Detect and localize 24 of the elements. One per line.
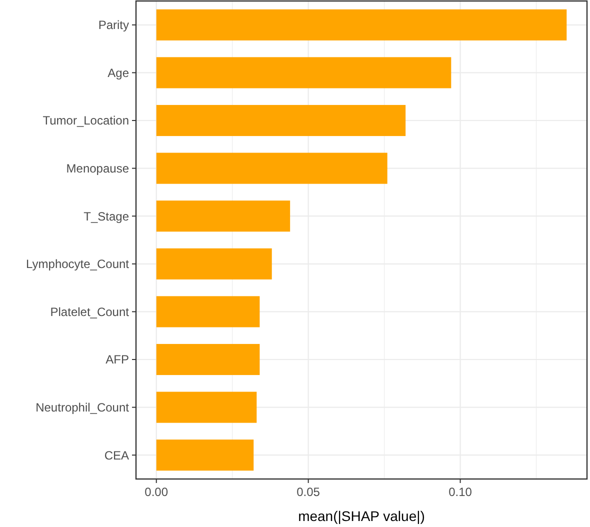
y-tick-label: T_Stage bbox=[84, 209, 130, 224]
y-tick-label: Platelet_Count bbox=[50, 304, 130, 319]
x-tick-label: 0.00 bbox=[144, 485, 168, 499]
x-tick-label: 0.05 bbox=[296, 485, 320, 499]
x-tick-label: 0.10 bbox=[448, 485, 472, 499]
y-tick-label: CEA bbox=[104, 448, 129, 462]
bar bbox=[156, 344, 260, 376]
bar bbox=[156, 9, 567, 40]
y-tick-label: Neutrophil_Count bbox=[36, 400, 130, 414]
y-tick-label: Age bbox=[108, 66, 130, 80]
y-tick-label: Parity bbox=[98, 18, 129, 32]
y-tick-label: AFP bbox=[106, 352, 129, 367]
bar bbox=[156, 104, 406, 136]
x-axis-title: mean(|SHAP value|) bbox=[298, 508, 425, 524]
bar bbox=[156, 296, 260, 328]
bar bbox=[156, 248, 272, 280]
y-tick-label: Menopause bbox=[66, 162, 130, 176]
bar bbox=[156, 200, 290, 232]
bar bbox=[156, 440, 254, 471]
bar bbox=[156, 152, 388, 184]
bar bbox=[156, 57, 452, 88]
y-tick-label: Lymphocyte_Count bbox=[26, 257, 130, 272]
bar bbox=[156, 392, 257, 423]
y-tick-label: Tumor_Location bbox=[42, 114, 129, 128]
